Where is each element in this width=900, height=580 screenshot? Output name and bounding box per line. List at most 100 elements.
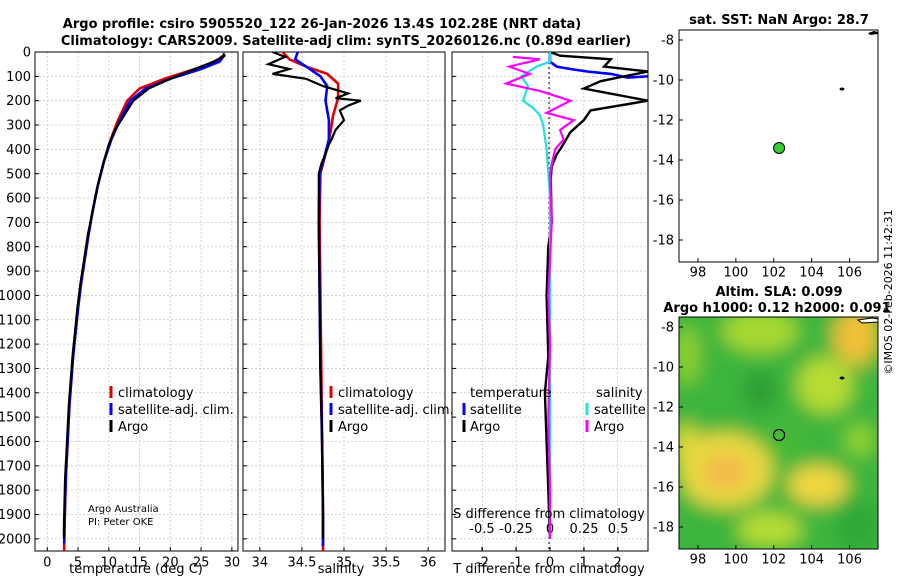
salinity-tick-labels: 34 34.5 35 35.5 36 xyxy=(252,555,437,570)
lon-tick-label: 106 xyxy=(837,265,862,280)
salinity-satellite-line xyxy=(293,52,331,547)
temperature-axis-label: temperature (deg C) xyxy=(69,562,203,577)
salinity-axis-label: salinity xyxy=(318,562,365,577)
depth-tick-label: 900 xyxy=(6,265,31,280)
x-tick-label: 15 xyxy=(131,555,148,570)
credit-line2: PI: Peter OKE xyxy=(88,517,153,528)
lon-tick-label: 102 xyxy=(761,552,786,567)
temperature-legend: climatology satellite-adj. clim. Argo xyxy=(109,386,234,435)
depth-tick-label: 1300 xyxy=(0,362,31,377)
sla-map-lat-labels: -8 -10 -12 -14 -16 -18 xyxy=(653,321,683,536)
temperature-satellite-line xyxy=(62,54,225,544)
figure-title-line2: Climatology: CARS2009. Satellite-adj cli… xyxy=(61,34,631,49)
legend-header-temperature: temperature xyxy=(470,386,552,401)
x-tick-label: 10 xyxy=(101,555,118,570)
credit-line1: Argo Australia xyxy=(88,504,159,515)
legend-label-s-satellite: satellite xyxy=(594,403,646,418)
difference-panel: -2 -1 0 1 2 -0.5 -0.25 0 0.25 0.5 S difference f… xyxy=(451,51,649,577)
lat-tick-label: -12 xyxy=(653,114,674,129)
sst-map-lon-labels: 98 100 102 104 106 xyxy=(690,258,862,280)
depth-tick-label: 700 xyxy=(6,216,31,231)
depth-tick-label: 1500 xyxy=(0,411,31,426)
lon-tick-label: 104 xyxy=(799,265,824,280)
lon-tick-label: 98 xyxy=(690,265,707,280)
temperature-climatology-line xyxy=(62,54,224,551)
x-tick-label: 0 xyxy=(43,555,51,570)
lat-tick-label: -18 xyxy=(653,521,674,536)
lon-tick-label: 106 xyxy=(837,552,862,567)
sst-map-title: sat. SST: NaN Argo: 28.7 xyxy=(689,13,869,28)
salinity-panel: 34 34.5 35 35.5 36 salinity climatology sate… xyxy=(242,51,454,577)
land-outline xyxy=(856,317,879,324)
x-tick-label: 35 xyxy=(336,555,353,570)
difference-legend: temperature salinity satellite Argo sate… xyxy=(462,386,646,435)
depth-tick-label: 1200 xyxy=(0,338,31,353)
depth-tick-label: 0 xyxy=(23,46,31,61)
temperature-tick-labels: 0 5 10 15 20 25 30 xyxy=(43,555,240,570)
lon-tick-label: 102 xyxy=(761,265,786,280)
s-tick-label: 0.25 xyxy=(570,522,599,537)
sst-map-lat-labels: -8 -10 -12 -14 -16 -18 xyxy=(653,34,683,249)
x-tick-label: 34 xyxy=(252,555,269,570)
sla-map-frame xyxy=(678,316,879,550)
argo-float-position xyxy=(773,142,786,154)
legend-label-t-satellite: satellite xyxy=(470,403,522,418)
legend-label-s-argo: Argo xyxy=(594,420,624,435)
lat-tick-label: -14 xyxy=(653,441,674,456)
lat-tick-label: -14 xyxy=(653,154,674,169)
land-outline xyxy=(868,31,878,35)
depth-tick-label: 400 xyxy=(6,143,31,158)
x-tick-label: 25 xyxy=(193,555,210,570)
sla-map-title-line2: Argo h1000: 0.12 h2000: 0.091 xyxy=(663,301,890,316)
salinity-argo-line xyxy=(264,52,362,539)
depth-tick-label: 1900 xyxy=(0,508,31,523)
depth-tick-labels: 0 100 200 300 400 500 600 700 800 900 1000 1100 1200… xyxy=(0,46,31,548)
x-tick-label: -2 xyxy=(476,555,489,570)
legend-label-argo: Argo xyxy=(338,420,368,435)
sst-map: sat. SST: NaN Argo: 28.7 -8-10-12-14-16-… xyxy=(653,13,879,280)
legend-label-argo: Argo xyxy=(118,420,148,435)
imos-timestamp: ©IMOS 02-Feb-2026 11:42:31 xyxy=(882,209,895,374)
island-marker xyxy=(839,376,845,380)
legend-label-t-argo: Argo xyxy=(470,420,500,435)
depth-tick-label: 1600 xyxy=(0,435,31,450)
salinity-argo-diff-line xyxy=(502,55,577,539)
temperature-panel: 0100200300400500600700800900100011001200… xyxy=(0,46,240,577)
s-tick-label: -0.25 xyxy=(499,522,533,537)
lat-tick-label: -18 xyxy=(653,234,674,249)
temperature-argo-diff-line xyxy=(543,52,648,539)
lat-tick-label: -10 xyxy=(653,361,674,376)
temperature-grid xyxy=(35,51,238,551)
depth-tick-label: 1000 xyxy=(0,289,31,304)
lon-tick-label: 98 xyxy=(690,552,707,567)
lon-tick-label: 100 xyxy=(723,265,748,280)
lat-tick-label: -8 xyxy=(661,321,674,336)
lat-tick-label: -8 xyxy=(661,34,674,49)
salinity-axes-frame xyxy=(242,51,446,552)
depth-tick-label: 1100 xyxy=(0,313,31,328)
depth-tick-label: 500 xyxy=(6,167,31,182)
x-tick-label: 30 xyxy=(224,555,241,570)
figure-title-line1: Argo profile: csiro 5905520_122 26-Jan-2… xyxy=(63,17,581,32)
x-tick-label: 0 xyxy=(546,555,554,570)
lon-tick-label: 100 xyxy=(723,552,748,567)
t-difference-tick-labels: -2 -1 0 1 2 xyxy=(476,555,622,570)
salinity-satellite-diff-line xyxy=(519,52,552,539)
t-difference-axis-label: T difference from climatology xyxy=(452,562,645,577)
salinity-grid xyxy=(243,51,445,551)
argo-float-position xyxy=(772,428,786,442)
depth-tick-label: 300 xyxy=(6,119,31,134)
lat-tick-label: -10 xyxy=(653,74,674,89)
depth-tick-label: 100 xyxy=(6,70,31,85)
depth-tick-label: 2000 xyxy=(0,532,31,547)
sla-map-title-line1: Altim. SLA: 0.099 xyxy=(716,285,843,300)
s-difference-tick-labels: -0.5 -0.25 0 0.25 0.5 xyxy=(469,522,628,551)
x-tick-label: 34.5 xyxy=(287,555,316,570)
lat-tick-label: -12 xyxy=(653,401,674,416)
legend-label-climatology: climatology xyxy=(118,386,194,401)
x-tick-label: 2 xyxy=(613,555,621,570)
depth-tick-label: 200 xyxy=(6,94,31,109)
x-tick-label: 36 xyxy=(420,555,437,570)
island-marker xyxy=(839,87,845,91)
